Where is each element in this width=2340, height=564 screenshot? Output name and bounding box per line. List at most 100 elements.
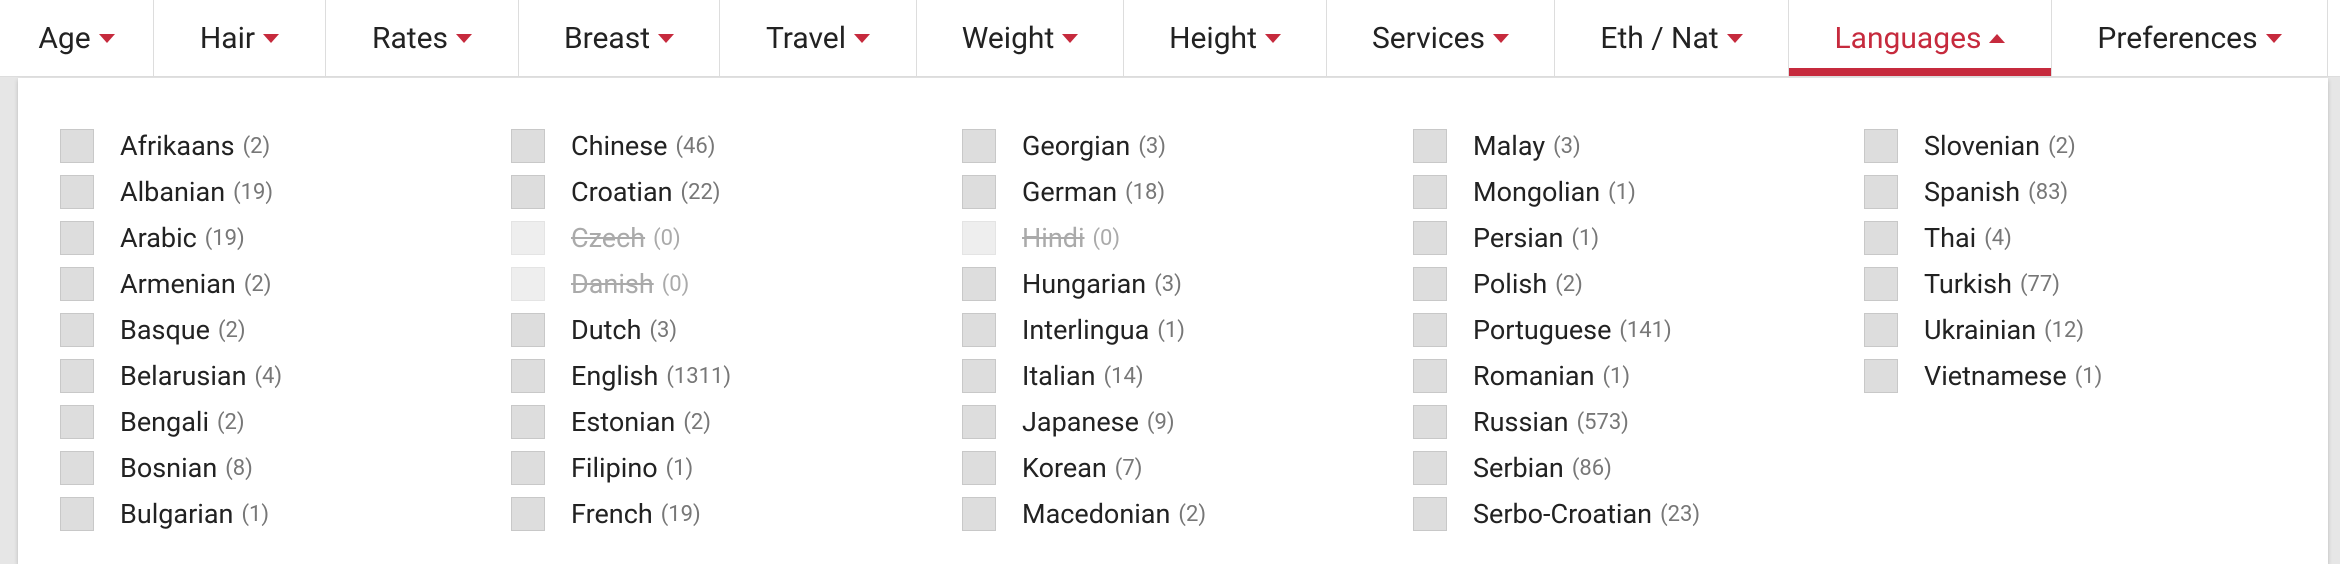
language-option[interactable]: Dutch (3) (511, 310, 677, 350)
checkbox[interactable] (1413, 497, 1447, 531)
checkbox[interactable] (60, 267, 94, 301)
checkbox[interactable] (962, 405, 996, 439)
checkbox[interactable] (1864, 129, 1898, 163)
nav-tab[interactable]: Weight (917, 0, 1124, 76)
checkbox[interactable] (511, 313, 545, 347)
language-option[interactable]: Romanian (1) (1413, 356, 1630, 396)
option-label: Korean (1022, 452, 1107, 484)
checkbox[interactable] (511, 497, 545, 531)
option-count: (141) (1619, 317, 1672, 343)
checkbox[interactable] (511, 129, 545, 163)
language-option[interactable]: Serbian (86) (1413, 448, 1612, 488)
option-count: (19) (204, 225, 245, 251)
language-option[interactable]: German (18) (962, 172, 1165, 212)
checkbox[interactable] (1864, 313, 1898, 347)
checkbox[interactable] (1864, 175, 1898, 209)
nav-tab[interactable]: Height (1124, 0, 1327, 76)
checkbox[interactable] (60, 129, 94, 163)
option-count: (3) (649, 317, 678, 343)
language-option[interactable]: Croatian (22) (511, 172, 720, 212)
option-count: (2) (1555, 271, 1583, 297)
option-count: (86) (1571, 455, 1612, 481)
checkbox[interactable] (1413, 267, 1447, 301)
nav-tab[interactable]: Languages (1789, 0, 2052, 76)
checkbox[interactable] (1413, 129, 1447, 163)
option-count: (2) (242, 133, 271, 159)
checkbox[interactable] (60, 451, 94, 485)
language-option[interactable]: Korean (7) (962, 448, 1142, 488)
language-option[interactable]: French (19) (511, 494, 701, 534)
language-option[interactable]: Italian (14) (962, 356, 1144, 396)
language-option[interactable]: English (1311) (511, 356, 731, 396)
checkbox[interactable] (511, 451, 545, 485)
checkbox[interactable] (1413, 175, 1447, 209)
checkbox[interactable] (511, 405, 545, 439)
checkbox[interactable] (511, 359, 545, 393)
checkbox[interactable] (60, 405, 94, 439)
language-option[interactable]: Russian (573) (1413, 402, 1629, 442)
nav-tab[interactable]: Services (1327, 0, 1555, 76)
checkbox[interactable] (962, 129, 996, 163)
language-option[interactable]: Turkish (77) (1864, 264, 2060, 304)
checkbox[interactable] (511, 175, 545, 209)
option-count: (7) (1114, 455, 1143, 481)
language-option[interactable]: Arabic (19) (60, 218, 245, 258)
language-option[interactable]: Mongolian (1) (1413, 172, 1636, 212)
checkbox[interactable] (962, 313, 996, 347)
language-option[interactable]: Thai (4) (1864, 218, 2012, 258)
checkbox[interactable] (60, 221, 94, 255)
checkbox[interactable] (60, 313, 94, 347)
checkbox[interactable] (1413, 451, 1447, 485)
language-option[interactable]: Macedonian (2) (962, 494, 1206, 534)
checkbox[interactable] (1864, 359, 1898, 393)
language-option[interactable]: Albanian (19) (60, 172, 273, 212)
tab-label: Rates (371, 20, 448, 56)
language-option[interactable]: Armenian (2) (60, 264, 271, 304)
language-option[interactable]: Portuguese (141) (1413, 310, 1672, 350)
language-option[interactable]: Bulgarian (1) (60, 494, 269, 534)
language-option[interactable]: Hungarian (3) (962, 264, 1182, 304)
checkbox[interactable] (60, 497, 94, 531)
language-option[interactable]: Slovenian (2) (1864, 126, 2076, 166)
nav-tab[interactable]: Rates (326, 0, 519, 76)
nav-tab[interactable]: Eth / Nat (1555, 0, 1789, 76)
option-label: Bengali (120, 406, 210, 438)
language-option[interactable]: Serbo-Croatian (23) (1413, 494, 1700, 534)
language-option[interactable]: Spanish (83) (1864, 172, 2068, 212)
language-option[interactable]: Interlingua (1) (962, 310, 1185, 350)
language-option[interactable]: Estonian (2) (511, 402, 711, 442)
language-option[interactable]: Chinese (46) (511, 126, 715, 166)
language-option[interactable]: Belarusian (4) (60, 356, 282, 396)
option-label: Bulgarian (120, 498, 234, 530)
checkbox[interactable] (962, 497, 996, 531)
checkbox[interactable] (962, 175, 996, 209)
language-option[interactable]: Basque (2) (60, 310, 246, 350)
nav-tab[interactable]: Age (0, 0, 154, 76)
nav-tab[interactable]: Breast (519, 0, 720, 76)
checkbox[interactable] (962, 451, 996, 485)
language-option[interactable]: Afrikaans (2) (60, 126, 270, 166)
language-option[interactable]: Ukrainian (12) (1864, 310, 2084, 350)
checkbox[interactable] (1413, 405, 1447, 439)
nav-tab[interactable]: Hair (154, 0, 326, 76)
checkbox[interactable] (1413, 313, 1447, 347)
language-option[interactable]: Japanese (9) (962, 402, 1174, 442)
nav-tab[interactable]: Travel (720, 0, 917, 76)
language-option[interactable]: Filipino (1) (511, 448, 693, 488)
checkbox[interactable] (60, 359, 94, 393)
language-option[interactable]: Malay (3) (1413, 126, 1581, 166)
checkbox[interactable] (1413, 221, 1447, 255)
checkbox[interactable] (962, 267, 996, 301)
language-option[interactable]: Polish (2) (1413, 264, 1583, 304)
language-option[interactable]: Bengali (2) (60, 402, 245, 442)
nav-tab[interactable]: Preferences (2052, 0, 2328, 76)
language-option[interactable]: Vietnamese (1) (1864, 356, 2102, 396)
checkbox[interactable] (1864, 221, 1898, 255)
checkbox[interactable] (1864, 267, 1898, 301)
checkbox[interactable] (60, 175, 94, 209)
language-option[interactable]: Persian (1) (1413, 218, 1599, 258)
checkbox[interactable] (962, 359, 996, 393)
language-option[interactable]: Bosnian (8) (60, 448, 253, 488)
language-option[interactable]: Georgian (3) (962, 126, 1166, 166)
checkbox[interactable] (1413, 359, 1447, 393)
